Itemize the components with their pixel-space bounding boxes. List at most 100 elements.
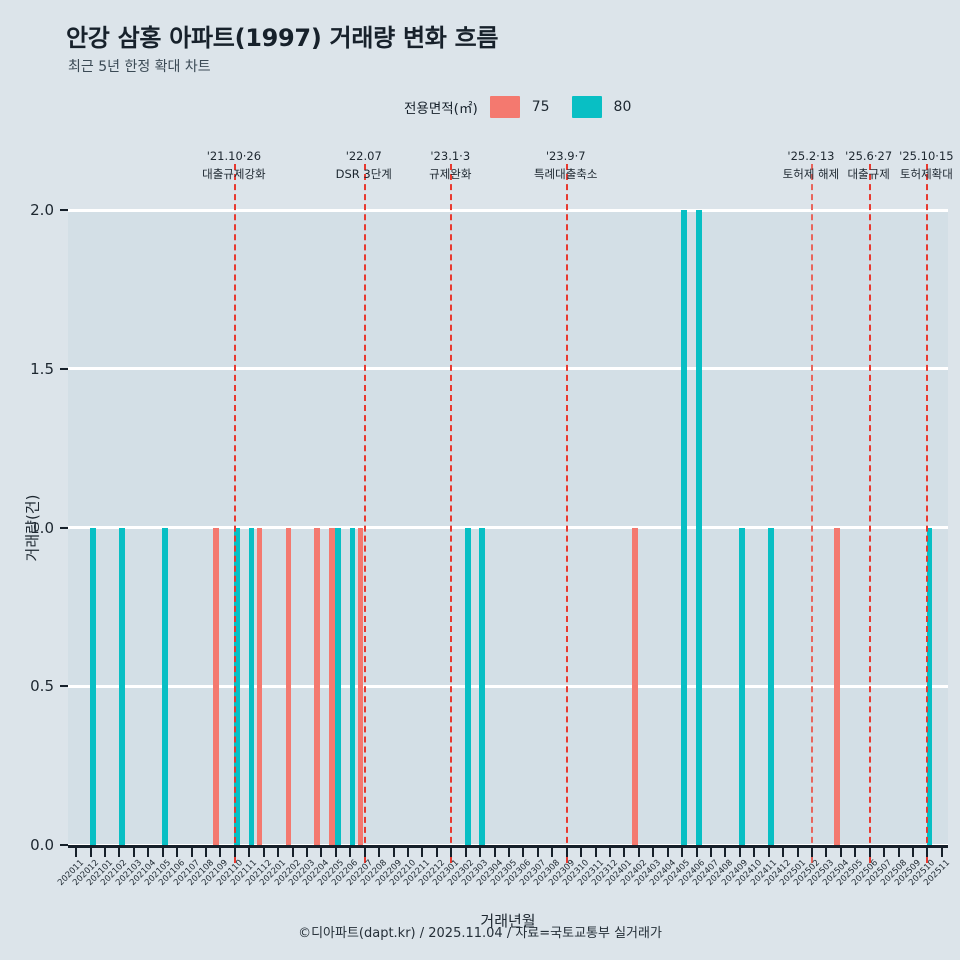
- x-tick-mark: [363, 848, 366, 857]
- x-tick-mark: [435, 848, 438, 857]
- event-date-1: '22.07: [345, 149, 382, 163]
- y-tick-mark: [60, 209, 68, 211]
- event-annotation-2: '23.1·3 규제완화: [429, 148, 471, 184]
- x-tick-mark: [75, 848, 78, 857]
- event-line-0: [233, 164, 236, 863]
- x-tick-mark: [407, 848, 410, 857]
- x-tick-mark: [291, 848, 294, 857]
- bar-80-202405: [681, 210, 688, 845]
- x-tick-mark: [176, 848, 179, 857]
- x-tick-mark: [724, 848, 727, 857]
- event-line-5: [868, 164, 871, 863]
- y-gridline: [68, 526, 948, 529]
- event-line-6: [926, 164, 929, 863]
- x-tick-mark: [118, 848, 121, 857]
- x-tick-mark: [508, 848, 510, 857]
- y-tick-mark: [60, 844, 68, 846]
- x-tick-mark: [450, 848, 453, 857]
- legend-swatch-75: [489, 96, 520, 118]
- bar-80-202303: [479, 527, 486, 845]
- y-tick-label: 1.5: [30, 359, 54, 378]
- event-line-3: [565, 164, 568, 863]
- x-tick-mark: [190, 848, 193, 857]
- y-gridline: [68, 367, 948, 371]
- x-tick-mark: [493, 848, 496, 857]
- x-tick-mark: [421, 848, 424, 857]
- event-line-2: [450, 164, 453, 863]
- x-axis-line: [68, 845, 948, 848]
- y-tick-label: 0.0: [30, 836, 54, 854]
- x-tick-mark: [219, 848, 222, 857]
- bar-75-202109: [213, 527, 220, 845]
- x-tick-mark: [104, 848, 107, 857]
- bar-80-202110: [234, 527, 240, 845]
- y-tick-label: 0.5: [30, 677, 54, 696]
- bar-80-202111: [248, 527, 255, 845]
- x-tick-mark: [306, 848, 309, 857]
- bar-80-202105: [162, 527, 168, 845]
- event-annotation-5: '25.6·27 대출규제: [845, 148, 892, 184]
- x-tick-mark: [248, 848, 251, 857]
- footer-credit: ©디아파트(dapt.kr) / 2025.11.04 / 자료=국토교통부 실…: [298, 926, 662, 941]
- x-tick-mark: [89, 848, 92, 857]
- event-text-2: 규제완화: [429, 166, 472, 181]
- page-title: 안강 삼홍 아파트(1997) 거래량 변화 흐름: [66, 24, 499, 52]
- x-tick-mark: [767, 848, 770, 857]
- x-tick-mark: [349, 848, 352, 857]
- x-tick-mark: [695, 848, 698, 857]
- bar-75-202504: [833, 527, 840, 845]
- y-tick-label: 2.0: [30, 201, 54, 219]
- x-tick-mark: [825, 848, 828, 857]
- x-tick-mark: [926, 848, 929, 857]
- x-tick-mark: [810, 848, 813, 857]
- legend-title: 전용면적(㎡): [404, 101, 478, 117]
- bar-80-202206: [349, 527, 356, 845]
- y-tick-mark: [60, 685, 68, 688]
- chart-plot-area: 거래량(건) 0.0 0.5 1.0 1.5 2.0'21.10·26 대출규제강화 '22.…: [24, 149, 954, 930]
- y-tick-mark: [60, 526, 68, 529]
- x-tick-mark: [392, 848, 395, 857]
- event-date-0: '21.10·26: [206, 149, 262, 163]
- bar-75-202402: [631, 527, 638, 845]
- event-line-1: [363, 164, 366, 863]
- bar-80-202510: [926, 527, 933, 845]
- bar-80-202411: [767, 527, 774, 845]
- event-text-4: 토허제 해제: [782, 166, 840, 181]
- page-subtitle: 최근 5년 한정 확대 차트: [68, 59, 211, 75]
- bar-75-202205: [328, 527, 335, 845]
- event-text-0: 대출규제강화: [202, 166, 266, 181]
- event-date-4: '25.2·13: [787, 149, 835, 163]
- x-tick-mark: [738, 848, 741, 857]
- bar-75-202204: [314, 527, 321, 845]
- bar-75-202207: [357, 527, 364, 845]
- event-text-5: 대출규제: [847, 166, 890, 181]
- bar-80-202302: [465, 527, 471, 845]
- event-annotation-6: '25.10·15 토허제확대: [899, 148, 953, 184]
- x-tick-mark: [796, 848, 799, 857]
- bar-80-202012: [89, 527, 96, 845]
- x-tick-mark: [262, 848, 265, 857]
- y-gridline: [68, 208, 948, 212]
- x-tick-mark: [911, 848, 914, 857]
- x-tick-mark: [594, 848, 597, 857]
- x-tick-mark: [551, 848, 554, 857]
- bar-75-202112: [256, 527, 263, 845]
- legend-swatch-80: [571, 96, 602, 118]
- x-tick-mark: [132, 848, 135, 857]
- x-tick-mark: [623, 848, 626, 857]
- event-annotation-0: '21.10·26 대출규제강화: [202, 148, 265, 184]
- event-annotation-1: '22.07 DSR 3단계: [336, 148, 392, 184]
- event-line-4: [810, 164, 813, 863]
- x-tick-mark: [666, 848, 669, 857]
- x-tick-mark: [681, 848, 684, 857]
- bar-80-202205: [335, 527, 341, 845]
- x-tick-mark: [839, 848, 842, 857]
- x-tick-mark: [854, 848, 857, 857]
- x-tick-mark: [652, 848, 655, 857]
- event-text-3: 특례대출축소: [533, 166, 598, 181]
- x-tick-mark: [608, 848, 611, 857]
- x-tick-mark: [637, 848, 640, 857]
- event-annotation-4: '25.2·13 토허제 해제: [783, 148, 840, 184]
- bar-80-202406: [695, 210, 702, 845]
- bar-80-202409: [739, 527, 745, 845]
